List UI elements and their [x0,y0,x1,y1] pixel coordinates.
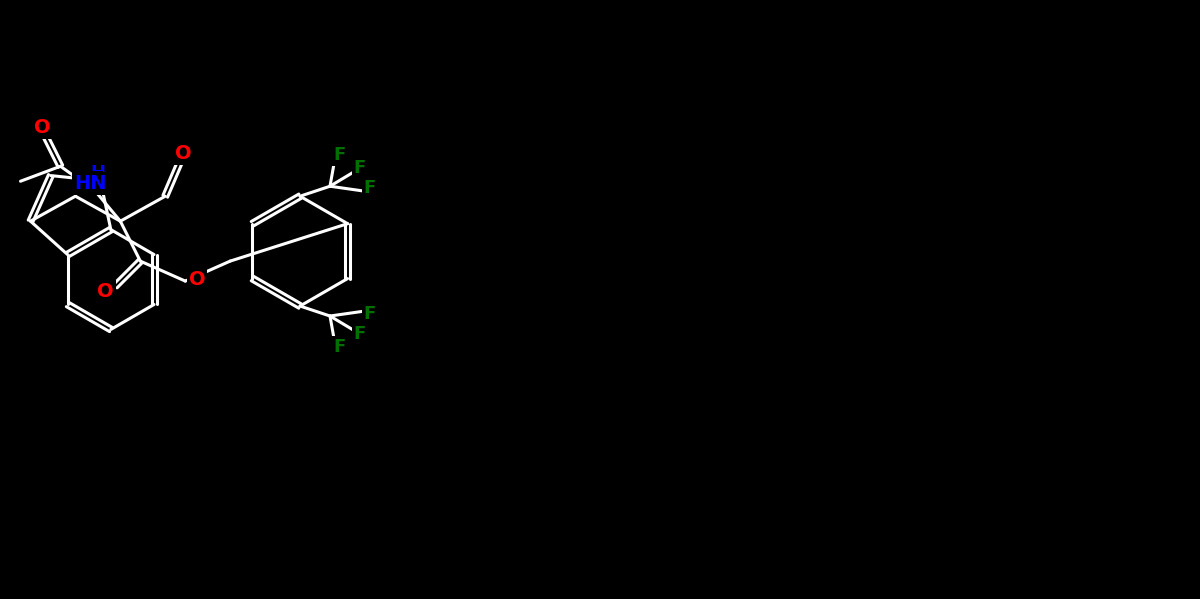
Text: O: O [34,118,50,137]
Text: N: N [84,173,101,192]
Text: F: F [354,325,366,343]
Text: O: O [188,270,205,289]
Text: HN: HN [74,174,107,193]
Text: F: F [334,146,346,164]
Text: F: F [334,338,346,356]
Text: F: F [364,179,376,197]
Text: H: H [90,164,104,182]
Text: O: O [175,144,192,163]
Text: O: O [97,282,114,301]
Text: F: F [354,159,366,177]
Text: F: F [364,305,376,323]
